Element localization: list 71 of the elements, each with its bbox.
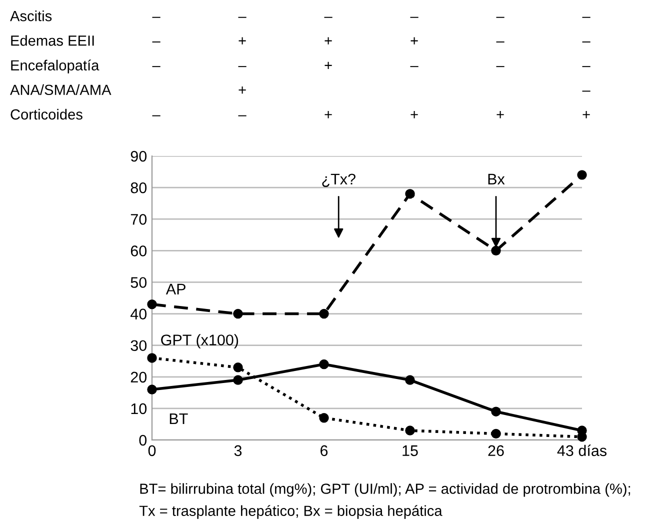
y-tick-label: 50	[130, 277, 147, 288]
x-tick-label: 3	[234, 445, 242, 456]
point	[319, 413, 329, 423]
y-tick-label: 0	[139, 434, 147, 446]
text: BT= bilirrubina total (mg%); GPT (UI/ml); AP = actividad de protrombina (%);	[140, 483, 630, 497]
y-tick-label: 30	[130, 340, 147, 352]
point	[491, 246, 501, 256]
point	[233, 362, 243, 372]
series-label: BT	[170, 414, 188, 424]
text: –	[152, 41, 160, 42]
text: +	[238, 86, 246, 94]
annotation: Bx	[488, 174, 505, 184]
x-tick-label: 6	[320, 445, 328, 456]
category-label: Corticoides	[10, 108, 82, 120]
text: –	[496, 41, 504, 42]
point	[491, 428, 501, 439]
text: –	[152, 16, 160, 18]
text: +	[410, 37, 418, 44]
text: –	[410, 16, 418, 18]
point	[577, 426, 587, 436]
text: –	[582, 66, 590, 68]
text: –	[582, 90, 590, 92]
text: +	[324, 37, 332, 44]
category-label: Ascitis	[10, 10, 52, 22]
point	[577, 170, 587, 180]
text: –	[152, 66, 160, 68]
text: –	[410, 66, 418, 68]
point	[319, 359, 329, 370]
text: +	[238, 37, 246, 44]
text: –	[582, 16, 590, 18]
text: –	[496, 16, 504, 18]
text: –	[238, 115, 246, 116]
category-label: Edemas EEII	[11, 35, 94, 46]
point	[147, 299, 157, 310]
text: –	[496, 66, 504, 68]
point	[319, 308, 329, 319]
point	[491, 406, 501, 416]
text: +	[410, 111, 418, 118]
point	[405, 189, 415, 199]
y-tick-label: 80	[130, 182, 147, 194]
text: Tx = trasplante hepático; Bx = biopsia hepática	[139, 505, 442, 519]
text: +	[582, 111, 590, 118]
point	[405, 375, 415, 385]
text: –	[152, 115, 160, 116]
category-label: Encefalopatía	[11, 60, 100, 74]
text: +	[324, 111, 332, 118]
y-tick-label: 40	[130, 308, 147, 320]
point	[233, 375, 243, 385]
annotation: ¿Tx?	[322, 174, 356, 187]
x-tick-label: 26	[488, 445, 504, 456]
y-tick-label: 70	[130, 214, 147, 225]
point	[405, 426, 415, 436]
x-tick-label: 43 días	[557, 444, 607, 456]
point	[233, 308, 243, 319]
x-tick-label: 15	[402, 445, 418, 456]
x-tick-label: 0	[148, 445, 156, 456]
series-label: AP	[166, 284, 186, 294]
category-label: ANA/SMA/AMA	[10, 84, 112, 96]
text: –	[238, 66, 246, 68]
y-tick-label: 60	[130, 246, 147, 256]
text: –	[238, 16, 246, 18]
text: –	[324, 16, 332, 18]
point	[147, 384, 157, 394]
text: +	[496, 111, 504, 118]
y-tick-label: 90	[130, 150, 147, 162]
text: +	[324, 62, 332, 69]
series-label: GPT (x100)	[161, 334, 238, 348]
y-tick-label: 10	[131, 403, 147, 414]
text: –	[582, 41, 590, 42]
point	[147, 353, 157, 363]
y-tick-label: 20	[130, 372, 147, 383]
